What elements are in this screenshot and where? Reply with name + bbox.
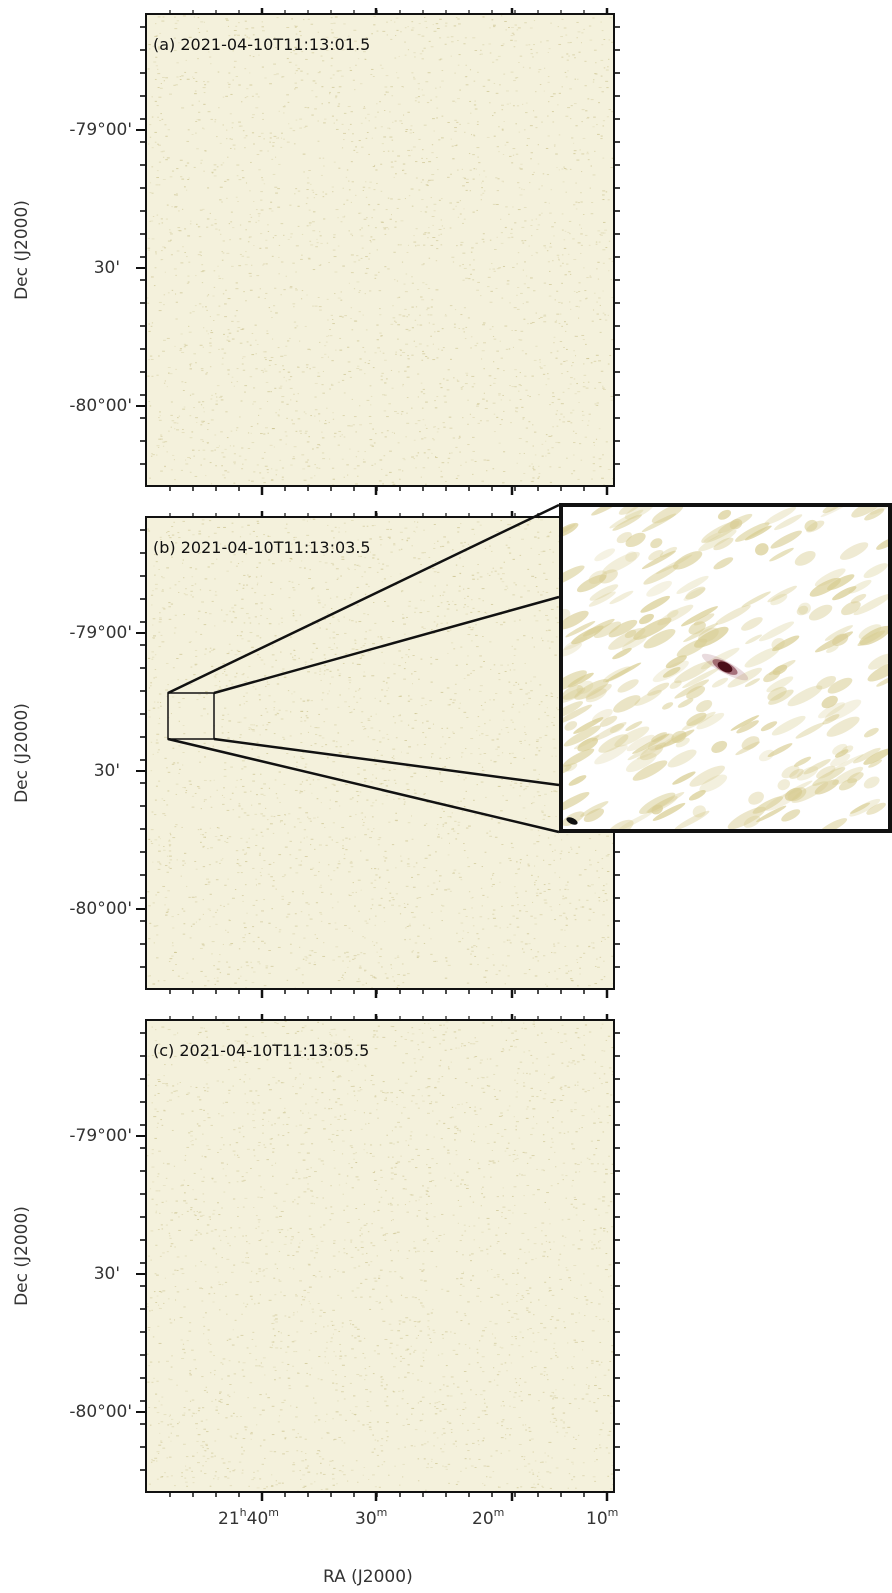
- y-axis-label: Dec (J2000): [12, 200, 32, 300]
- y-tick-label: 30': [93, 1264, 120, 1284]
- y-axis-label: Dec (J2000): [12, 703, 32, 803]
- y-tick-label: 30': [93, 761, 120, 781]
- panel-label-a: (a) 2021-04-10T11:13:01.5: [153, 35, 371, 54]
- noise-image: [147, 1021, 613, 1491]
- y-tick-label: -79°00': [69, 623, 132, 643]
- y-axis-label: Dec (J2000): [12, 1206, 32, 1306]
- image-panel-c: (c) 2021-04-10T11:13:05.5: [145, 1019, 615, 1493]
- image-panel-a: (a) 2021-04-10T11:13:01.5: [145, 13, 615, 487]
- y-tick-label: -79°00': [69, 120, 132, 140]
- x-tick-label: 21h40m: [218, 1506, 279, 1529]
- zoom-inset-image: [563, 507, 888, 829]
- panel-label-b: (b) 2021-04-10T11:13:03.5: [153, 538, 371, 557]
- x-tick-label: 10m: [586, 1506, 619, 1529]
- y-tick-label: -80°00': [69, 1402, 132, 1422]
- y-tick-label: -79°00': [69, 1126, 132, 1146]
- x-axis-label: RA (J2000): [323, 1567, 413, 1587]
- y-tick-label: -80°00': [69, 899, 132, 919]
- image-panel-b: (b) 2021-04-10T11:13:03.5: [145, 516, 615, 990]
- y-tick-label: -80°00': [69, 396, 132, 416]
- panel-label-c: (c) 2021-04-10T11:13:05.5: [153, 1041, 370, 1060]
- x-tick-label: 30m: [355, 1506, 388, 1529]
- noise-image: [147, 15, 613, 485]
- noise-image: [147, 518, 613, 988]
- zoom-inset: [559, 503, 892, 833]
- y-tick-label: 30': [93, 258, 120, 278]
- x-tick-label: 20m: [472, 1506, 505, 1529]
